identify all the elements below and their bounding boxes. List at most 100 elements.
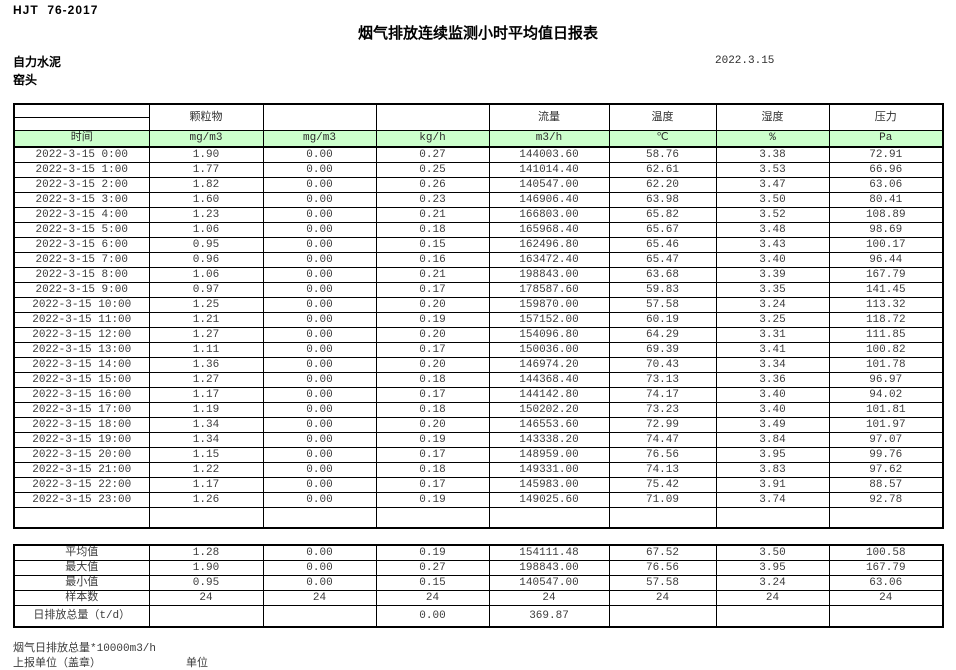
summary-value-cell: 24	[608, 590, 717, 606]
value-cell: 80.41	[828, 192, 944, 208]
value-cell: 0.00	[262, 192, 377, 208]
summary-value-cell: 0.00	[262, 575, 377, 591]
value-cell: 144003.60	[488, 146, 610, 163]
value-cell: 0.23	[375, 192, 490, 208]
empty-row	[13, 507, 944, 529]
value-cell: 1.27	[148, 327, 264, 343]
value-cell: 97.62	[828, 462, 944, 478]
value-cell: 148959.00	[488, 447, 610, 463]
summary-row: 样本数 24 24 24 24 24 24 24	[13, 590, 944, 606]
value-cell: 198843.00	[488, 267, 610, 283]
value-cell: 58.76	[608, 146, 717, 163]
value-cell: 0.00	[262, 207, 377, 223]
value-cell: 0.00	[262, 222, 377, 238]
summary-value-cell: 0.95	[148, 575, 264, 591]
value-cell: 150036.00	[488, 342, 610, 358]
table-row: 2022-3-15 8:00 1.06 0.00 0.21 198843.00 63.68…	[13, 267, 944, 283]
table-row: 2022-3-15 3:00 1.60 0.00 0.23 146906.40 63.98…	[13, 192, 944, 208]
summary-value-cell: 57.58	[608, 575, 717, 591]
value-cell: 3.50	[715, 192, 830, 208]
value-cell: 0.00	[262, 417, 377, 433]
value-cell: 69.39	[608, 342, 717, 358]
summary-value-cell: 167.79	[828, 560, 944, 576]
value-cell: 63.06	[828, 177, 944, 193]
value-cell: 144368.40	[488, 372, 610, 388]
value-cell: 3.25	[715, 312, 830, 328]
value-cell: 1.06	[148, 267, 264, 283]
empty-cell	[148, 507, 264, 529]
time-cell: 2022-3-15 3:00	[13, 192, 150, 208]
value-cell: 0.17	[375, 387, 490, 403]
table-row: 2022-3-15 2:00 1.82 0.00 0.26 140547.00 62.20…	[13, 177, 944, 193]
summary-label-cell: 最小值	[13, 575, 150, 591]
value-cell: 111.85	[828, 327, 944, 343]
value-cell: 3.34	[715, 357, 830, 373]
value-cell: 0.00	[262, 432, 377, 448]
value-cell: 3.91	[715, 477, 830, 493]
header-particulate: 颗粒物	[148, 103, 264, 131]
value-cell: 0.00	[262, 402, 377, 418]
time-cell: 2022-3-15 23:00	[13, 492, 150, 508]
value-cell: 146553.60	[488, 417, 610, 433]
unit-celsius: ℃	[608, 130, 717, 148]
summary-value-cell: 0.27	[375, 560, 490, 576]
empty-cell	[715, 507, 830, 529]
summary-value-cell: 140547.00	[488, 575, 610, 591]
table-row: 2022-3-15 16:00 1.17 0.00 0.17 144142.80 74.1…	[13, 387, 944, 403]
summary-value-cell	[828, 605, 944, 628]
summary-value-cell: 24	[148, 590, 264, 606]
value-cell: 3.84	[715, 432, 830, 448]
unit-mg-m3-b: mg/m3	[262, 130, 377, 148]
value-cell: 1.11	[148, 342, 264, 358]
value-cell: 100.82	[828, 342, 944, 358]
value-cell: 0.00	[262, 162, 377, 178]
report-unit-label: 上报单位（盖章）	[13, 658, 101, 670]
value-cell: 0.96	[148, 252, 264, 268]
value-cell: 0.18	[375, 462, 490, 478]
empty-cell	[488, 507, 610, 529]
value-cell: 57.58	[608, 297, 717, 313]
value-cell: 149331.00	[488, 462, 610, 478]
table-row: 2022-3-15 5:00 1.06 0.00 0.18 165968.40 65.67…	[13, 222, 944, 238]
unit-pa: Pa	[828, 130, 944, 148]
value-cell: 1.26	[148, 492, 264, 508]
table-row: 2022-3-15 4:00 1.23 0.00 0.21 166803.00 65.82…	[13, 207, 944, 223]
value-cell: 1.06	[148, 222, 264, 238]
unit-header-row: 时间 mg/m3 mg/m3 kg/h m3/h ℃ % Pa	[13, 130, 944, 148]
value-cell: 74.13	[608, 462, 717, 478]
time-cell: 2022-3-15 16:00	[13, 387, 150, 403]
value-cell: 150202.20	[488, 402, 610, 418]
time-cell: 2022-3-15 14:00	[13, 357, 150, 373]
value-cell: 0.20	[375, 297, 490, 313]
value-cell: 0.17	[375, 477, 490, 493]
value-cell: 157152.00	[488, 312, 610, 328]
flue-gas-total-note: 烟气日排放总量*10000m3/h	[13, 643, 157, 655]
summary-value-cell: 24	[715, 590, 830, 606]
standard-code: HJT 76-2017	[13, 3, 99, 17]
value-cell: 1.23	[148, 207, 264, 223]
time-cell: 2022-3-15 22:00	[13, 477, 150, 493]
empty-cell	[13, 507, 150, 529]
header-group-row-2	[13, 117, 943, 131]
value-cell: 3.24	[715, 297, 830, 313]
value-cell: 0.00	[262, 492, 377, 508]
value-cell: 0.00	[262, 372, 377, 388]
table-row: 2022-3-15 12:00 1.27 0.00 0.20 154096.80 64.2…	[13, 327, 944, 343]
time-cell: 2022-3-15 9:00	[13, 282, 150, 298]
table-row: 2022-3-15 10:00 1.25 0.00 0.20 159870.00 57.5…	[13, 297, 944, 313]
value-cell: 1.15	[148, 447, 264, 463]
value-cell: 0.20	[375, 417, 490, 433]
value-cell: 146974.20	[488, 357, 610, 373]
value-cell: 1.90	[148, 146, 264, 163]
value-cell: 96.97	[828, 372, 944, 388]
header-blank-col3	[262, 103, 377, 131]
summary-value-cell: 24	[262, 590, 377, 606]
value-cell: 101.78	[828, 357, 944, 373]
summary-value-cell: 100.58	[828, 544, 944, 561]
summary-value-cell: 0.15	[375, 575, 490, 591]
time-cell: 2022-3-15 0:00	[13, 146, 150, 163]
value-cell: 0.16	[375, 252, 490, 268]
value-cell: 162496.80	[488, 237, 610, 253]
value-cell: 100.17	[828, 237, 944, 253]
time-cell: 2022-3-15 12:00	[13, 327, 150, 343]
